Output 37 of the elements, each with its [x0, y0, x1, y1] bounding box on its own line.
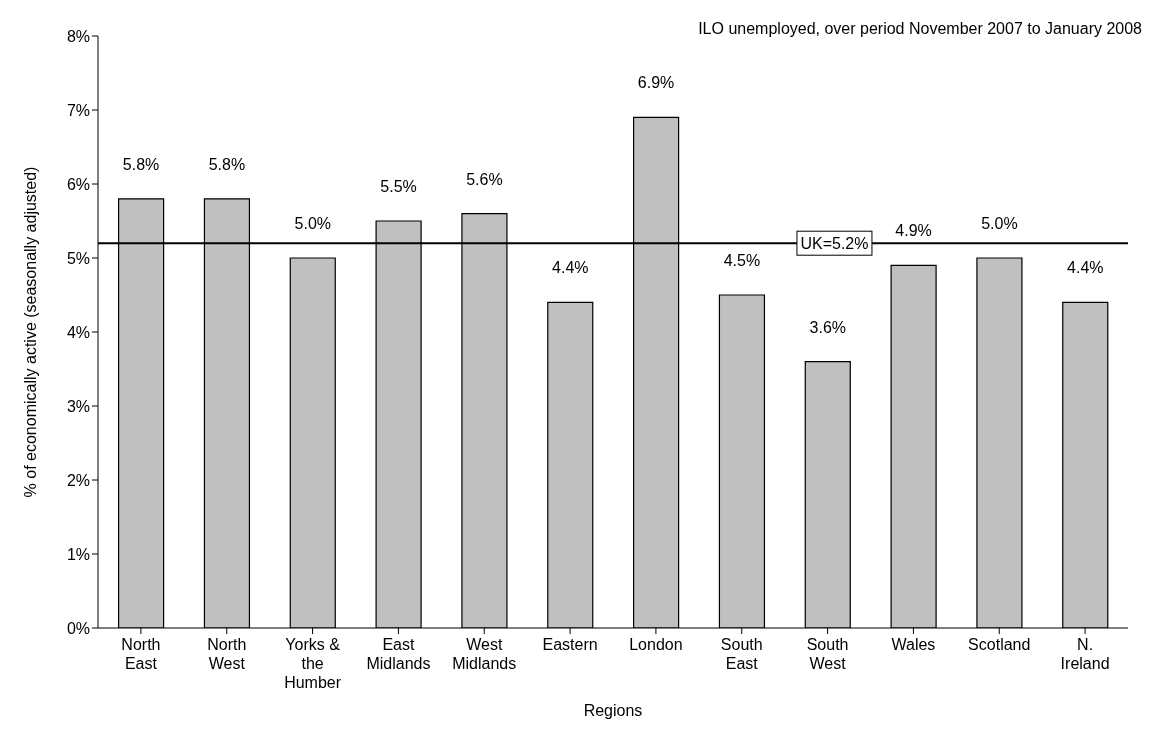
data-label: 5.8% — [122, 155, 160, 173]
x-tick-label: London — [629, 636, 683, 653]
data-label: 3.6% — [809, 318, 846, 336]
x-tick-label: South West — [806, 636, 849, 672]
y-axis-title: % of economically active (seasonally adjusted) — [21, 166, 39, 498]
x-tick-label: North East — [121, 636, 161, 672]
data-label: 5.0% — [294, 215, 331, 232]
y-tick-label: 8% — [66, 27, 90, 45]
y-tick-label: 0% — [66, 619, 90, 637]
x-tick-label: South East — [720, 636, 763, 672]
x-axis-title: Regions — [583, 702, 643, 719]
x-tick-label: Yorks & the Humber — [284, 636, 342, 691]
data-label: 4.9% — [895, 222, 932, 240]
x-tick-label: N. Ireland — [1060, 636, 1110, 672]
data-label: 6.9% — [637, 74, 675, 92]
y-tick-label: 4% — [66, 323, 90, 341]
data-label: 5.0% — [981, 215, 1018, 232]
x-tick-label: North West — [207, 636, 247, 672]
data-label: 4.4% — [552, 259, 589, 277]
y-tick-label: 7% — [66, 101, 90, 119]
x-tick-label: West Midlands — [452, 636, 517, 672]
x-tick-label: Scotland — [968, 636, 1031, 653]
data-label: 5.6% — [466, 170, 503, 188]
y-tick-label: 1% — [66, 545, 90, 563]
y-tick-label: 6% — [66, 175, 90, 193]
data-label: 4.4% — [1067, 259, 1104, 277]
y-tick-label: 3% — [66, 397, 90, 415]
x-tick-label: East Midlands — [366, 636, 431, 672]
x-tick-label: Eastern — [542, 636, 598, 653]
y-tick-label: 2% — [66, 471, 90, 489]
data-label: 4.5% — [723, 252, 761, 269]
ref-line-label: UK=5.2% — [800, 235, 869, 253]
data-label: 5.5% — [380, 178, 417, 195]
x-tick-label: Wales — [891, 636, 936, 653]
y-tick-label: 5% — [66, 249, 90, 267]
annotation: ILO unemployed, over period November 2007 to January 2008 — [698, 20, 1142, 38]
data-label: 5.8% — [208, 155, 246, 173]
